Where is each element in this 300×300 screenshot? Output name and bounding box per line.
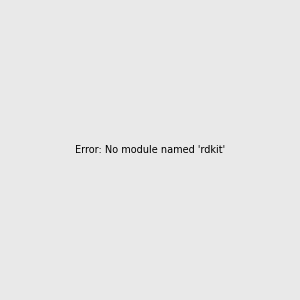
Text: Error: No module named 'rdkit': Error: No module named 'rdkit' (75, 145, 225, 155)
